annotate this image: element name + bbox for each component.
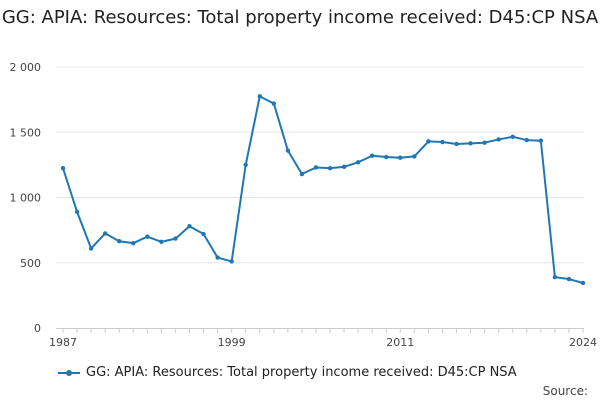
series-group bbox=[60, 94, 586, 286]
grid-lines bbox=[56, 66, 584, 329]
data-point bbox=[468, 141, 473, 146]
data-point bbox=[313, 165, 319, 170]
x-tick-label: 1987 bbox=[49, 336, 77, 349]
data-point bbox=[369, 153, 375, 158]
y-tick-label: 2 000 bbox=[10, 61, 42, 74]
data-point bbox=[117, 239, 122, 244]
data-point bbox=[426, 139, 431, 144]
data-point bbox=[580, 280, 586, 286]
data-point bbox=[60, 165, 66, 171]
y-tick-label: 1 500 bbox=[10, 126, 42, 139]
legend-label: GG: APIA: Resources: Total property inco… bbox=[86, 365, 517, 380]
data-point bbox=[285, 148, 291, 153]
data-point bbox=[173, 236, 178, 241]
data-point bbox=[454, 141, 459, 147]
data-point bbox=[510, 134, 515, 140]
data-point bbox=[355, 160, 361, 165]
data-point bbox=[412, 154, 417, 159]
data-point bbox=[102, 231, 108, 236]
data-point bbox=[131, 240, 136, 246]
legend: GG: APIA: Resources: Total property inco… bbox=[58, 365, 517, 380]
data-point bbox=[327, 165, 333, 171]
data-point bbox=[299, 171, 305, 177]
legend-swatch bbox=[58, 367, 80, 379]
data-point bbox=[538, 138, 544, 143]
data-point bbox=[398, 155, 403, 160]
y-tick-label: 1 000 bbox=[10, 192, 42, 205]
data-point bbox=[482, 140, 487, 145]
data-point bbox=[496, 137, 501, 142]
y-tick-label: 0 bbox=[34, 322, 41, 335]
data-point bbox=[88, 246, 94, 251]
data-point bbox=[524, 137, 529, 143]
x-axis: 1987 1999 2011 2024 bbox=[49, 328, 597, 349]
data-point bbox=[159, 239, 164, 245]
data-point bbox=[243, 162, 248, 168]
data-point bbox=[341, 164, 347, 170]
data-point bbox=[440, 139, 445, 145]
data-point bbox=[552, 274, 558, 280]
data-point bbox=[271, 101, 277, 106]
data-point bbox=[145, 234, 150, 239]
y-axis: 0 500 1 000 1 500 2 000 bbox=[10, 61, 42, 335]
data-point bbox=[384, 154, 389, 160]
data-point bbox=[229, 259, 234, 264]
x-tick-label: 1999 bbox=[218, 336, 246, 349]
y-tick-label: 500 bbox=[20, 257, 41, 270]
data-point bbox=[566, 276, 572, 282]
series-line bbox=[62, 95, 584, 284]
data-point bbox=[257, 94, 262, 99]
chart-title: GG: APIA: Resources: Total property inco… bbox=[1, 7, 599, 28]
data-point bbox=[187, 224, 192, 229]
x-tick-label: 2011 bbox=[386, 336, 414, 349]
x-tick-label: 2024 bbox=[569, 336, 597, 349]
data-point bbox=[74, 209, 80, 215]
source-label: Source: bbox=[542, 384, 588, 398]
data-point bbox=[201, 231, 206, 237]
data-point bbox=[215, 255, 220, 260]
